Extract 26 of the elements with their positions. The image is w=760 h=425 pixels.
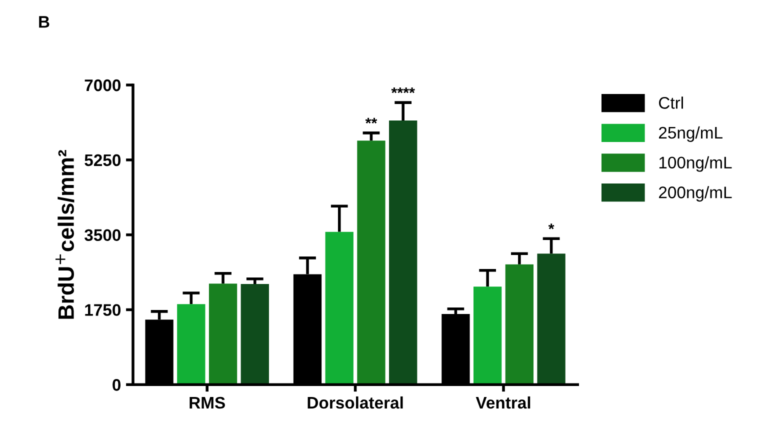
x-tick-label: RMS [190, 396, 225, 409]
legend-label: Ctrl [659, 96, 683, 109]
bar [325, 232, 354, 385]
bar [177, 304, 206, 385]
legend-label: 100ng/mL [659, 156, 732, 172]
text: B [39, 16, 50, 28]
y-tick-label: 7000 [84, 79, 121, 92]
legend-label: 200ng/mL [658, 186, 732, 202]
y-tick-label: 1750 [85, 304, 121, 316]
x-tick-label: Dorsolateral [308, 396, 403, 409]
y-tick-label: 0 [112, 379, 121, 391]
bar [240, 284, 269, 385]
bar [505, 264, 534, 385]
bar [357, 140, 386, 385]
x-tick-label: Ventral [476, 396, 530, 409]
bar [389, 120, 418, 385]
bar [473, 286, 502, 385]
legend-label: 25ng/mL [658, 126, 722, 142]
y-axis-title: BrdU$^{+}$cells/mm² [56, 150, 74, 319]
bar [208, 284, 238, 385]
data-label: ** [365, 118, 378, 124]
data-label: * [548, 224, 554, 230]
bar [537, 254, 566, 385]
y-tick-label: 5250 [84, 154, 121, 166]
data-label: **** [391, 87, 415, 94]
y-tick-label: 3500 [84, 229, 121, 242]
